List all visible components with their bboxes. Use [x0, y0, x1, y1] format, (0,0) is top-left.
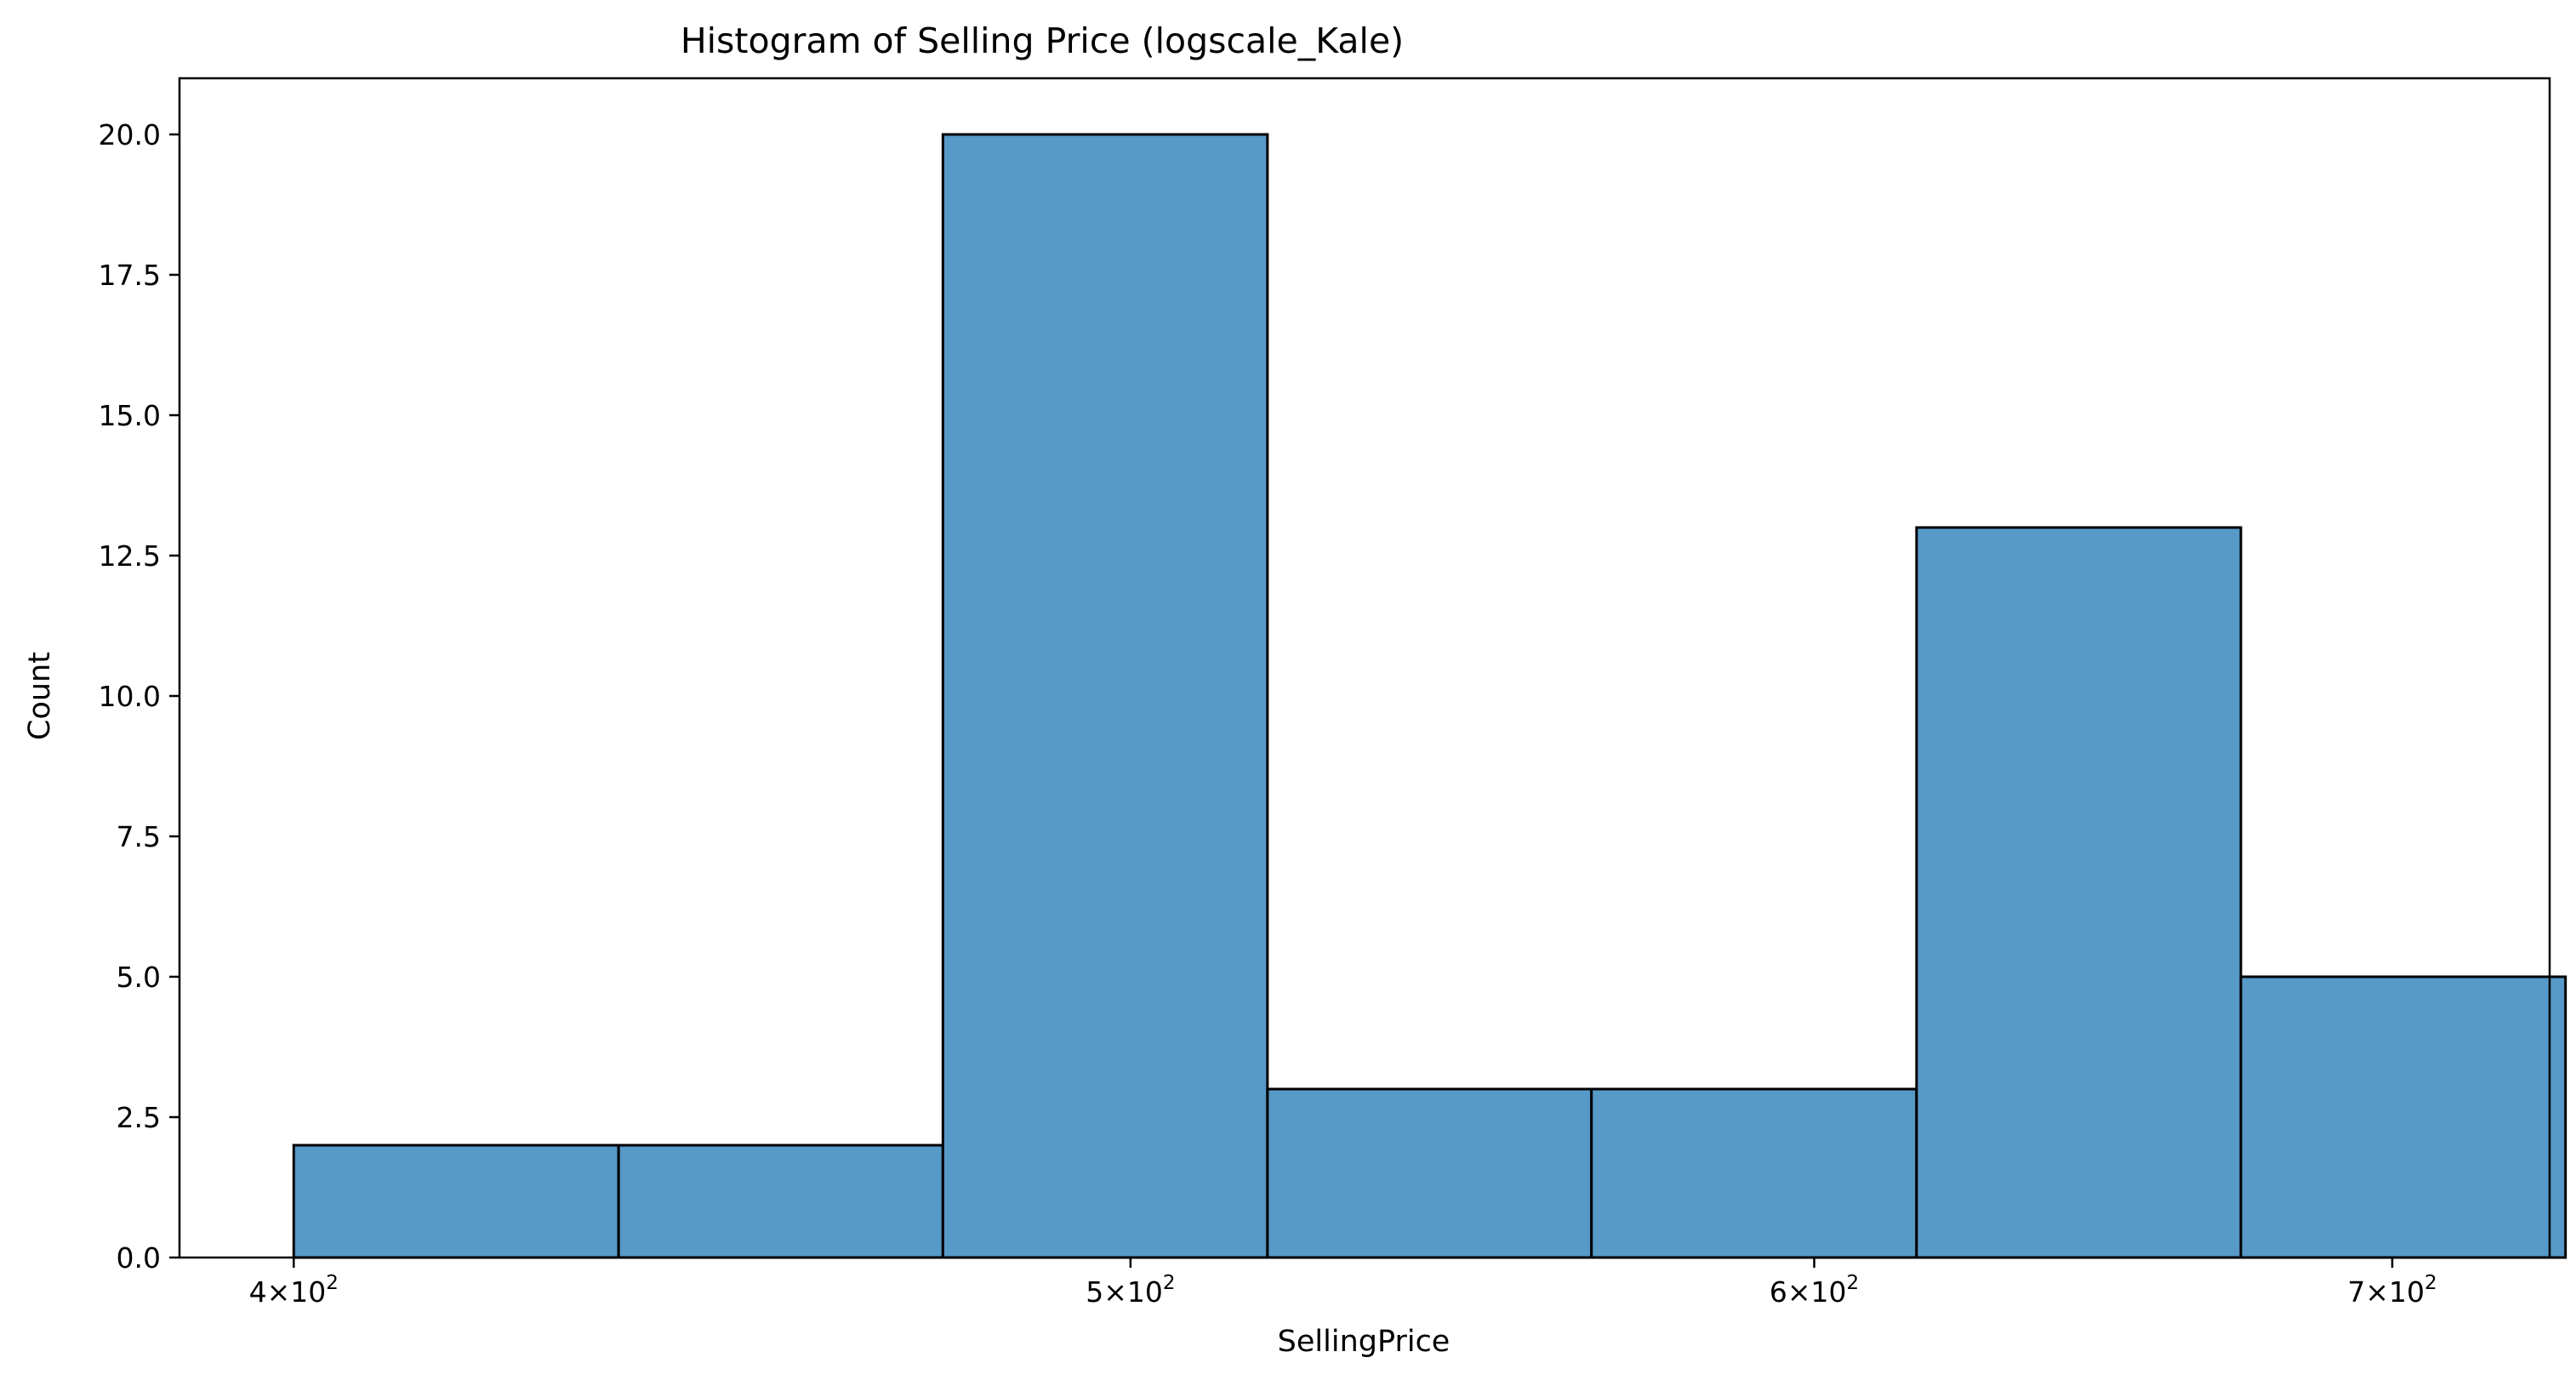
- y-tick-label-0: 0.0: [117, 1241, 161, 1275]
- histogram-bar-1: [292, 1144, 620, 1259]
- histogram-bar-5: [1590, 1087, 1918, 1259]
- y-axis-label: Count: [23, 652, 57, 740]
- histogram-bar-2: [617, 1144, 944, 1259]
- x-tick-label-3: 7×102: [2347, 1272, 2436, 1309]
- y-tick-label-3: 7.5: [117, 820, 161, 853]
- histogram-bar-6: [1915, 526, 2243, 1259]
- plot-area-frame: [178, 77, 2551, 1259]
- y-tick-label-5: 12.5: [99, 539, 161, 573]
- y-tick-label-1: 2.5: [117, 1101, 161, 1134]
- chart-title: Histogram of Selling Price (logscale_Kal…: [681, 20, 1404, 61]
- x-tick-label-2: 6×102: [1770, 1272, 1859, 1309]
- x-axis-label: SellingPrice: [1278, 1325, 1450, 1359]
- x-tick-label-1: 5×102: [1086, 1272, 1175, 1309]
- bars-group: [292, 133, 2567, 1259]
- y-tick-label-4: 10.0: [99, 680, 161, 713]
- y-tick-label-6: 15.0: [99, 399, 161, 432]
- y-tick-label-2: 5.0: [117, 961, 161, 994]
- histogram-bar-3: [941, 133, 1269, 1259]
- histogram-bar-4: [1266, 1087, 1593, 1259]
- x-tick-label-0: 4×102: [249, 1272, 339, 1309]
- y-tick-label-8: 20.0: [99, 118, 161, 151]
- x-ticks-group: 4×102 5×102 6×102 7×102: [249, 1258, 2437, 1309]
- y-ticks-group: 0.0 2.5 5.0 7.5 10.0 12.5 15.0 17.5 20.0: [99, 118, 180, 1275]
- histogram-bar-7: [2239, 975, 2567, 1259]
- y-tick-label-7: 17.5: [99, 259, 161, 292]
